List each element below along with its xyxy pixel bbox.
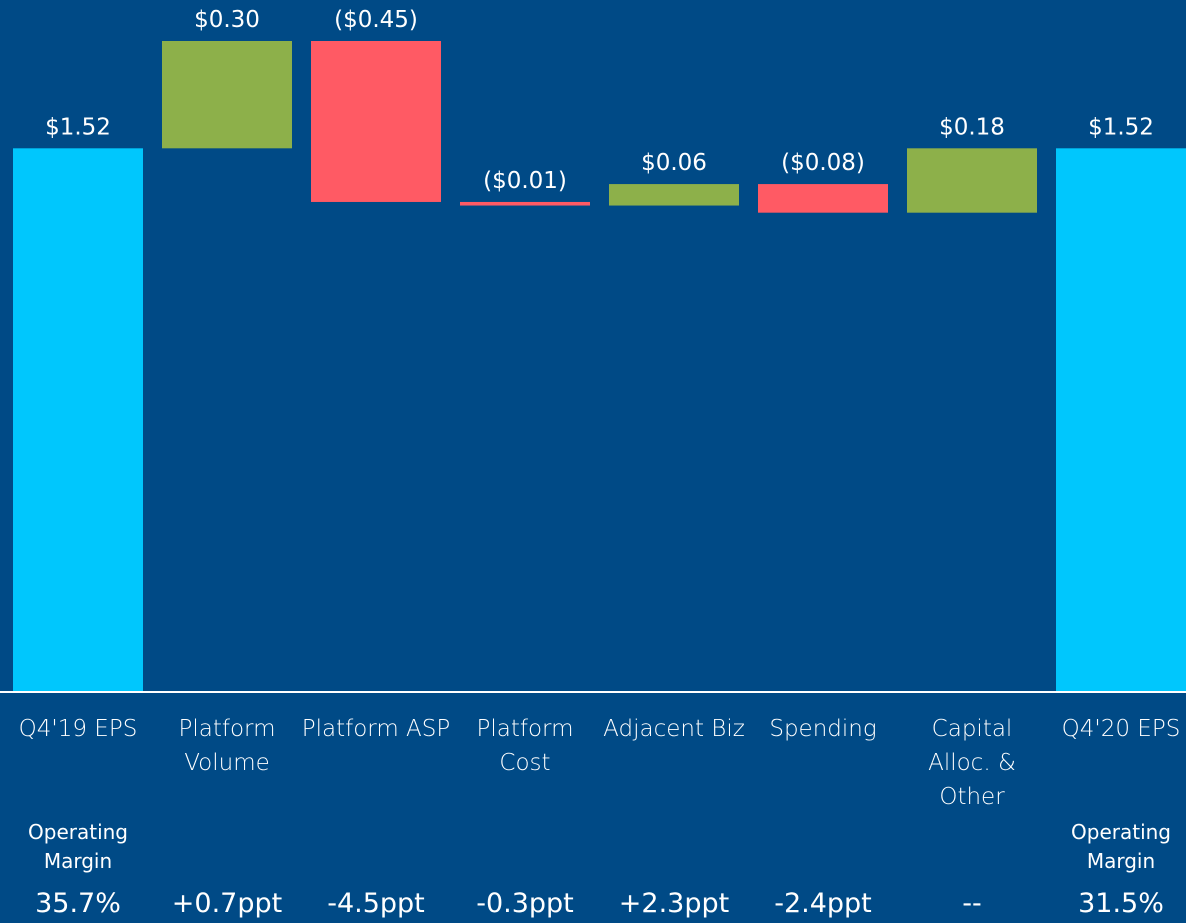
margin-value: 31.5%: [1078, 888, 1164, 919]
margin-label: Operating Margin: [1071, 820, 1171, 873]
data-label: ($0.08): [781, 150, 865, 176]
data-label: $0.18: [939, 114, 1005, 140]
margin-value: --: [962, 888, 982, 919]
bar: [162, 41, 292, 149]
bar: [907, 148, 1037, 213]
margin-value: -4.5ppt: [327, 888, 425, 919]
category-label: Q4'20 EPS: [1061, 716, 1181, 742]
category-label: Q4'19 EPS: [18, 716, 138, 742]
bar: [13, 148, 143, 693]
category-label: Platform Cost: [476, 716, 574, 776]
margin-value: +0.7ppt: [171, 888, 283, 919]
category-label: Platform Volume: [178, 716, 276, 776]
margin-value: +2.3ppt: [618, 888, 730, 919]
bar: [460, 201, 590, 206]
category-label: Capital Alloc. & Other: [928, 716, 1016, 810]
bar: [1056, 148, 1186, 693]
data-label: ($0.01): [483, 168, 567, 194]
margin-value: -2.4ppt: [774, 888, 872, 919]
data-label: $1.52: [45, 114, 111, 140]
bar: [609, 184, 739, 206]
category-label: Platform ASP: [301, 716, 451, 742]
data-label: $1.52: [1088, 114, 1154, 140]
margin-value: -0.3ppt: [476, 888, 574, 919]
margin-value: 35.7%: [35, 888, 121, 919]
category-label: Spending: [769, 716, 877, 742]
bar: [311, 41, 441, 202]
category-label: Adjacent Biz: [603, 716, 745, 742]
margin-label: Operating Margin: [28, 820, 128, 873]
bar: [758, 184, 888, 213]
data-label: $0.30: [194, 7, 260, 33]
data-label: ($0.45): [334, 7, 418, 33]
data-label: $0.06: [641, 150, 707, 176]
